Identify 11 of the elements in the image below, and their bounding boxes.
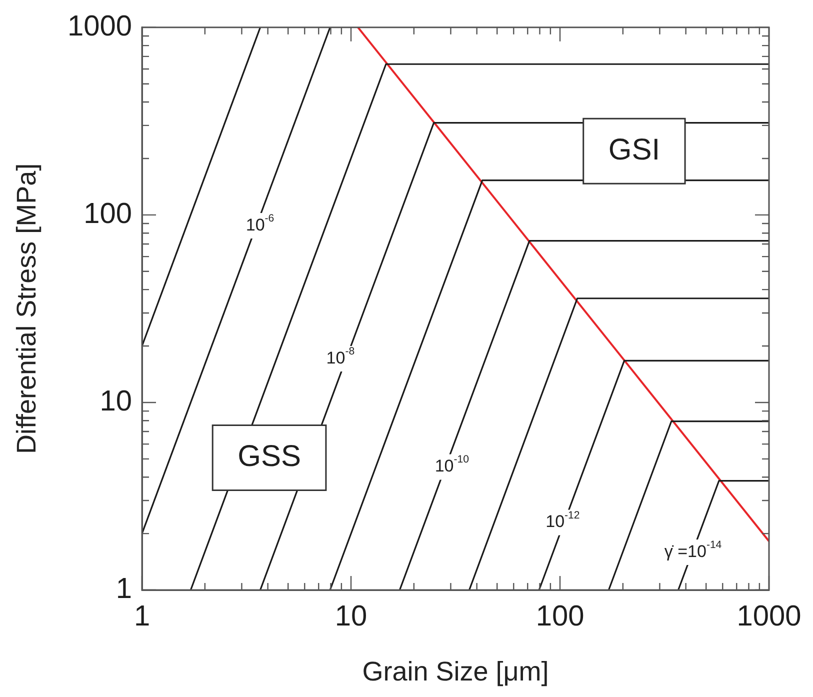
y-tick-label: 10 [100, 385, 132, 418]
annotation: GSI [608, 133, 660, 166]
y-tick-label: 1 [116, 573, 132, 605]
x-axis-title: Grain Size [μm] [362, 656, 549, 686]
x-tick-label: 1000 [736, 600, 802, 632]
x-tick-label: 100 [536, 600, 584, 632]
x-tick-label: 10 [334, 600, 368, 632]
annotation: GSS [238, 440, 301, 474]
y-tick-label: 1000 [67, 10, 132, 42]
y-axis-title: Differential Stress [MPa] [12, 163, 42, 454]
y-tick-label: 100 [84, 198, 132, 230]
